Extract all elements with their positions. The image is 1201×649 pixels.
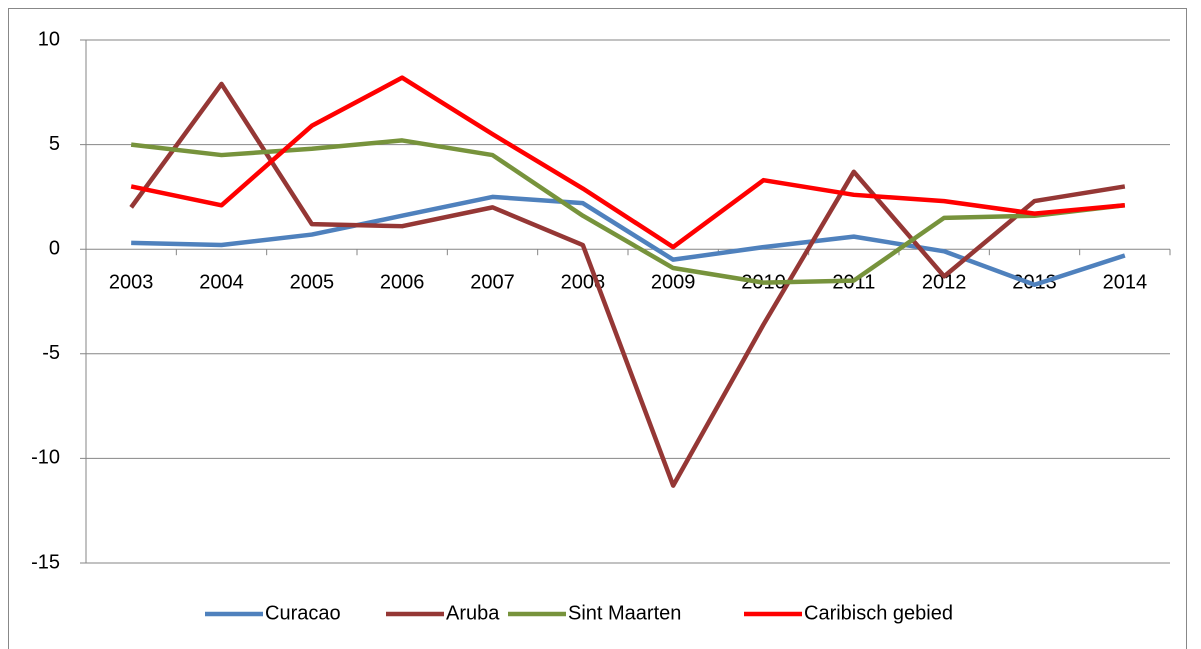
y-tick-label: 5 (49, 133, 60, 155)
y-tick-label: -10 (31, 447, 60, 469)
x-tick-label: 2012 (922, 271, 967, 293)
series-line (130, 75, 1126, 250)
series-line (129, 81, 1126, 488)
legend-label: Aruba (446, 602, 500, 624)
y-tick-label: 0 (49, 237, 60, 259)
y-tick-label: 10 (38, 28, 60, 50)
legend-label: Caribisch gebied (804, 602, 953, 624)
legend-label: Curacao (265, 602, 341, 624)
x-tick-label: 2005 (290, 271, 335, 293)
x-tick-label: 2003 (109, 271, 154, 293)
x-tick-label: 2014 (1103, 271, 1148, 293)
x-tick-label: 2007 (470, 271, 515, 293)
x-tick-label: 2006 (380, 271, 425, 293)
x-tick-label: 2009 (651, 271, 696, 293)
chart-border (8, 8, 1187, 649)
series-line (130, 138, 1126, 285)
x-tick-label: 2004 (199, 271, 244, 293)
y-tick-label: -15 (31, 551, 60, 573)
y-tick-label: -5 (42, 342, 60, 364)
legend-label: Sint Maarten (568, 602, 681, 624)
series-line (131, 194, 1126, 288)
